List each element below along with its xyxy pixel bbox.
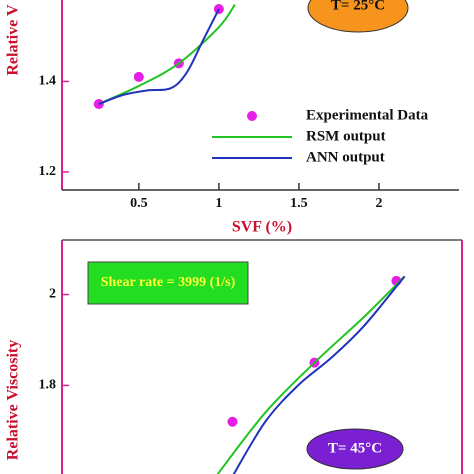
y-tick-label: 1.8 [39, 378, 57, 393]
legend-label: RSM output [306, 128, 386, 144]
data-point [227, 416, 238, 427]
x-tick-label: 0.5 [130, 196, 148, 211]
annotation-box [87, 261, 249, 305]
x-tick-label: 1.5 [290, 196, 308, 211]
y-axis-label: Relative V [5, 4, 22, 76]
x-tick-label: 1 [215, 196, 222, 211]
y-axis-label: Relative Viscosity [5, 340, 22, 460]
data-point [133, 71, 144, 82]
annotation: T= 45°C [328, 440, 382, 456]
y-tick-label: 2 [49, 287, 56, 302]
annotation-box [306, 428, 404, 470]
y-tick-label: 1.2 [39, 164, 57, 179]
legend-marker [247, 111, 257, 121]
data-line [98, 3, 236, 105]
plot-area [93, 3, 236, 110]
legend-label: Experimental Data [306, 107, 429, 123]
data-line [98, 8, 220, 105]
data-line [232, 275, 406, 474]
annotation-box [307, 0, 409, 33]
plot-area [216, 275, 406, 474]
y-tick-label: 1.4 [39, 74, 57, 89]
legend-label: ANN output [306, 149, 385, 165]
x-axis-label: SVF (%) [232, 219, 292, 236]
annotation: Shear rate = 3999 (1/s) [101, 275, 236, 290]
annotation: T= 25°C [331, 0, 385, 13]
data-line [216, 275, 406, 474]
x-tick-label: 2 [375, 196, 382, 211]
